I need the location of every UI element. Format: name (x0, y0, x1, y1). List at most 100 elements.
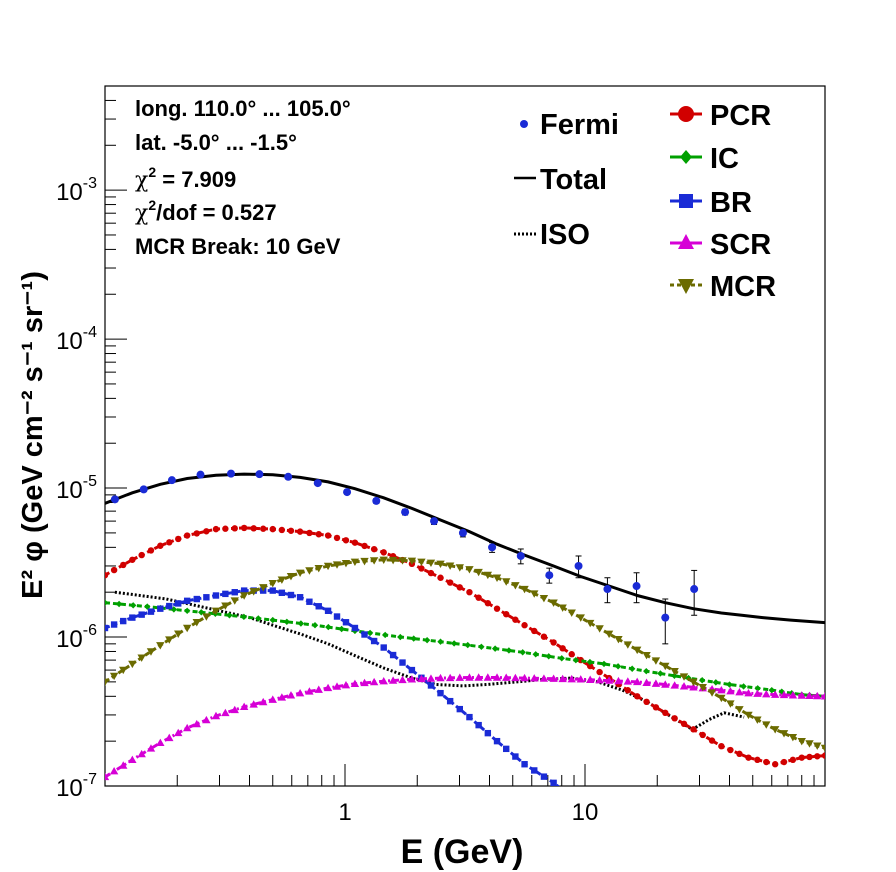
legend-item-br: BR (670, 187, 752, 219)
scr-point (369, 677, 379, 686)
pcr-point (446, 579, 454, 586)
fermi-point (516, 548, 525, 565)
scr-point (717, 685, 726, 694)
ic-point (338, 625, 345, 633)
scr-point (744, 688, 753, 697)
ic-point (198, 609, 205, 616)
mcr-point (726, 700, 735, 708)
mcr-point (286, 573, 296, 581)
br-point (446, 697, 454, 705)
chi2-value: = 7.909 (156, 167, 236, 192)
fermi-marker (139, 485, 148, 494)
series-line-br (105, 589, 560, 786)
fermi-marker (430, 517, 439, 526)
fermi-point (196, 470, 205, 479)
legend-label-pcr: PCR (710, 100, 771, 132)
mcr-point (109, 672, 119, 681)
mcr-point (483, 571, 493, 580)
ic-point (397, 633, 404, 641)
scr-point (165, 733, 174, 742)
mcr-point (820, 744, 825, 753)
fermi-point (690, 569, 699, 616)
ic-point (558, 655, 565, 662)
ic-point (423, 636, 431, 644)
scr-point (350, 679, 360, 688)
mcr-point (642, 652, 651, 660)
mcr-point (567, 609, 576, 617)
scr-point (174, 728, 183, 737)
pcr-point (586, 662, 594, 670)
chi2-symbol: χ (135, 168, 148, 193)
ic-point (671, 672, 678, 679)
scr-point (549, 674, 558, 682)
ic-point (754, 685, 761, 692)
mcr-point (323, 562, 333, 571)
br-point (129, 614, 136, 621)
scr-point (539, 674, 549, 682)
fermi-point (458, 528, 467, 538)
scr-point (295, 688, 305, 697)
ic-point (698, 677, 706, 684)
br-point (503, 745, 510, 753)
legend-label-br: BR (710, 187, 752, 219)
br-point (389, 651, 397, 659)
mcr-point (332, 561, 342, 569)
legend-marker-fermi (520, 120, 528, 128)
scr-point (341, 681, 351, 689)
br-point (493, 737, 501, 745)
ic-point (545, 653, 552, 660)
mcr-point (762, 721, 771, 729)
pcr-point (662, 709, 669, 717)
pcr-point (680, 720, 688, 728)
pcr-point (306, 529, 313, 537)
scr-point (805, 691, 814, 699)
pcr-point (798, 754, 805, 761)
br-point (333, 613, 341, 620)
mcr-point (735, 706, 744, 714)
br-point (427, 682, 435, 689)
mcr-point (813, 742, 822, 750)
ic-point (464, 641, 471, 649)
mcr-point (350, 558, 360, 566)
legend-item-iso: ISO (514, 219, 590, 251)
scr-point (530, 674, 539, 682)
x-tick-label: 1 (338, 799, 351, 826)
mcr-point (465, 566, 474, 574)
ic-point (255, 615, 262, 622)
pcr-point (333, 534, 341, 542)
fermi-point (545, 567, 554, 584)
mcr-point (445, 562, 455, 570)
scr-point (614, 676, 623, 685)
fermi-marker (110, 495, 119, 504)
pcr-point (814, 753, 821, 760)
pcr-point (699, 731, 706, 739)
mcr-point (137, 654, 146, 662)
legend: Fermi Total ISO PCR IC BR SCR (514, 100, 776, 303)
pcr-point (821, 752, 825, 759)
ic-point (105, 599, 109, 606)
scr-point (670, 681, 679, 689)
pcr-point (437, 574, 444, 581)
mcr-point (277, 576, 287, 584)
mcr-point (707, 689, 717, 697)
scr-point (105, 772, 110, 781)
axis-ticks (104, 85, 826, 787)
mcr-point (379, 556, 388, 564)
mcr-point (511, 582, 520, 590)
fermi-marker (343, 488, 352, 497)
mcr-point (670, 668, 679, 676)
fermi-marker (488, 543, 497, 552)
annotation-mcr-break: MCR Break: 10 GeV (135, 234, 341, 259)
legend-label-iso: ISO (540, 219, 590, 251)
series-line-iso (114, 590, 745, 732)
pcr-point (690, 726, 697, 733)
scr-point (417, 674, 426, 683)
br-point (512, 753, 519, 760)
scr-point (567, 674, 576, 683)
scr-point (558, 674, 567, 683)
ic-point (532, 651, 539, 658)
br-point (559, 787, 565, 793)
y-tick-mantissa: 10 (56, 328, 83, 355)
scr-point (323, 683, 333, 692)
scr-point (788, 691, 798, 699)
